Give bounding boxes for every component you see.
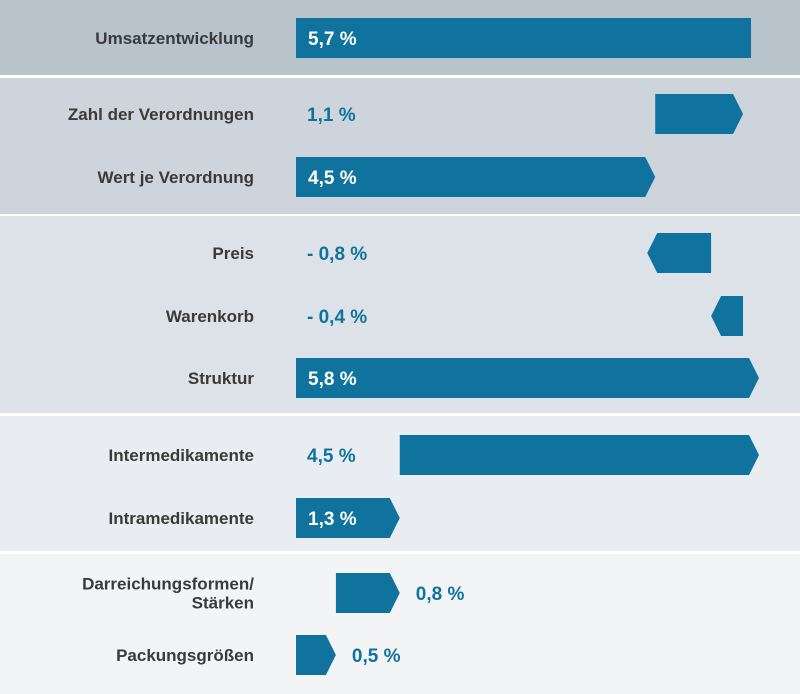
value-label: 1,3 % [308,509,357,530]
value-label: - 0,8 % [307,244,367,265]
value-label: 1,1 % [307,105,356,126]
bar [647,233,712,273]
bar [296,498,400,538]
value-label: 0,5 % [352,646,401,667]
value-label: 4,5 % [307,446,356,467]
category-label: Umsatzentwicklung [95,29,254,48]
category-label: Preis [212,244,254,263]
value-label: 4,5 % [308,168,357,189]
band-background [0,554,800,694]
bar [711,296,744,336]
bar [296,358,759,398]
category-label: Wert je Verordnung [98,168,255,187]
category-label: Zahl der Verordnungen [68,105,254,124]
value-label: 5,8 % [308,369,357,390]
category-label: Warenkorb [166,307,254,326]
bar [296,157,656,197]
value-label: 0,8 % [416,584,465,605]
category-label: Packungsgrößen [116,646,254,665]
value-label: 5,7 % [308,29,357,50]
category-label: Intramedikamente [109,509,255,528]
category-label: Struktur [188,369,255,388]
bar [335,573,400,613]
category-label: Darreichungsformen/Stärken [82,575,254,613]
bar [296,18,752,58]
bar [655,94,744,134]
category-label: Intermedikamente [109,446,255,465]
bar [296,635,336,675]
bar [399,435,759,475]
value-label: - 0,4 % [307,307,367,328]
